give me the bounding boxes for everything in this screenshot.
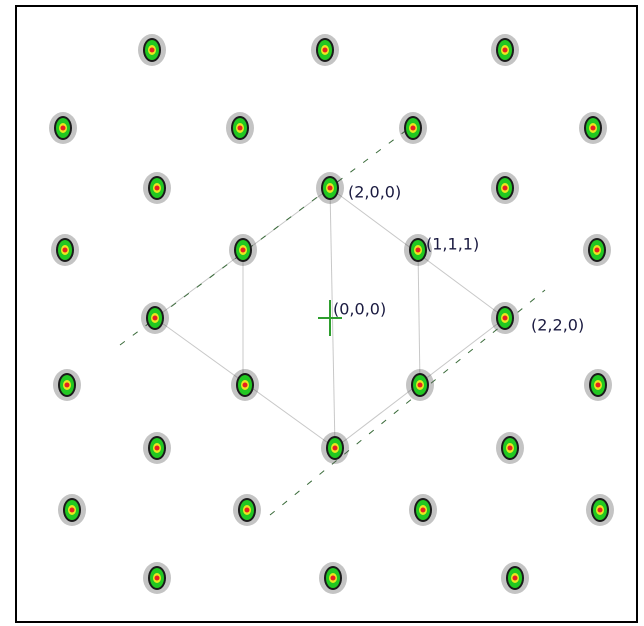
spot-core (411, 126, 416, 131)
spot (229, 234, 257, 266)
spot-core (333, 446, 338, 451)
spot-core (70, 508, 75, 513)
spot-label: (0,0,0) (333, 300, 386, 319)
spot-core (416, 248, 421, 253)
spot-label: (1,1,1) (426, 235, 479, 254)
diffraction-pattern: (2,0,0) (1,1,1) (0,0,0) (2,2,0) (0, 0, 644, 626)
spot (321, 432, 349, 464)
spot-core (243, 383, 248, 388)
spot-core (418, 383, 423, 388)
spot-core (503, 186, 508, 191)
spot-label: (2,0,0) (348, 183, 401, 202)
spot-core (503, 316, 508, 321)
spot (584, 369, 612, 401)
spot (501, 562, 529, 594)
spot-core (238, 126, 243, 131)
spot-core (598, 508, 603, 513)
spot (586, 494, 614, 526)
spot (58, 494, 86, 526)
spot (311, 34, 339, 66)
spot (143, 562, 171, 594)
spot (579, 112, 607, 144)
spot-core (150, 48, 155, 53)
spot (138, 34, 166, 66)
spot (53, 369, 81, 401)
spot-core (65, 383, 70, 388)
spot-core (61, 126, 66, 131)
spot-core (591, 126, 596, 131)
spot-core (595, 248, 600, 253)
spot-core (421, 508, 426, 513)
spot (51, 234, 79, 266)
spot (143, 432, 171, 464)
spot (491, 302, 519, 334)
spot-core (155, 576, 160, 581)
spot (231, 369, 259, 401)
spot-core (155, 446, 160, 451)
spot (583, 234, 611, 266)
spot (316, 172, 344, 204)
spot (141, 302, 169, 334)
spot (491, 172, 519, 204)
spot (399, 112, 427, 144)
spot (233, 494, 261, 526)
spot-core (323, 48, 328, 53)
spot-core (331, 576, 336, 581)
spot (491, 34, 519, 66)
spot-core (513, 576, 518, 581)
spot-core (245, 508, 250, 513)
spot-core (503, 48, 508, 53)
spot-label: (2,2,0) (531, 316, 584, 335)
spot (319, 562, 347, 594)
spot-core (241, 248, 246, 253)
spot-core (153, 316, 158, 321)
spot-core (63, 248, 68, 253)
spot (409, 494, 437, 526)
spot-core (155, 186, 160, 191)
spot (143, 172, 171, 204)
spot (226, 112, 254, 144)
spot (49, 112, 77, 144)
spot (496, 432, 524, 464)
spot-core (328, 186, 333, 191)
spot (406, 369, 434, 401)
spot-core (596, 383, 601, 388)
background (0, 0, 644, 626)
spot-core (508, 446, 513, 451)
